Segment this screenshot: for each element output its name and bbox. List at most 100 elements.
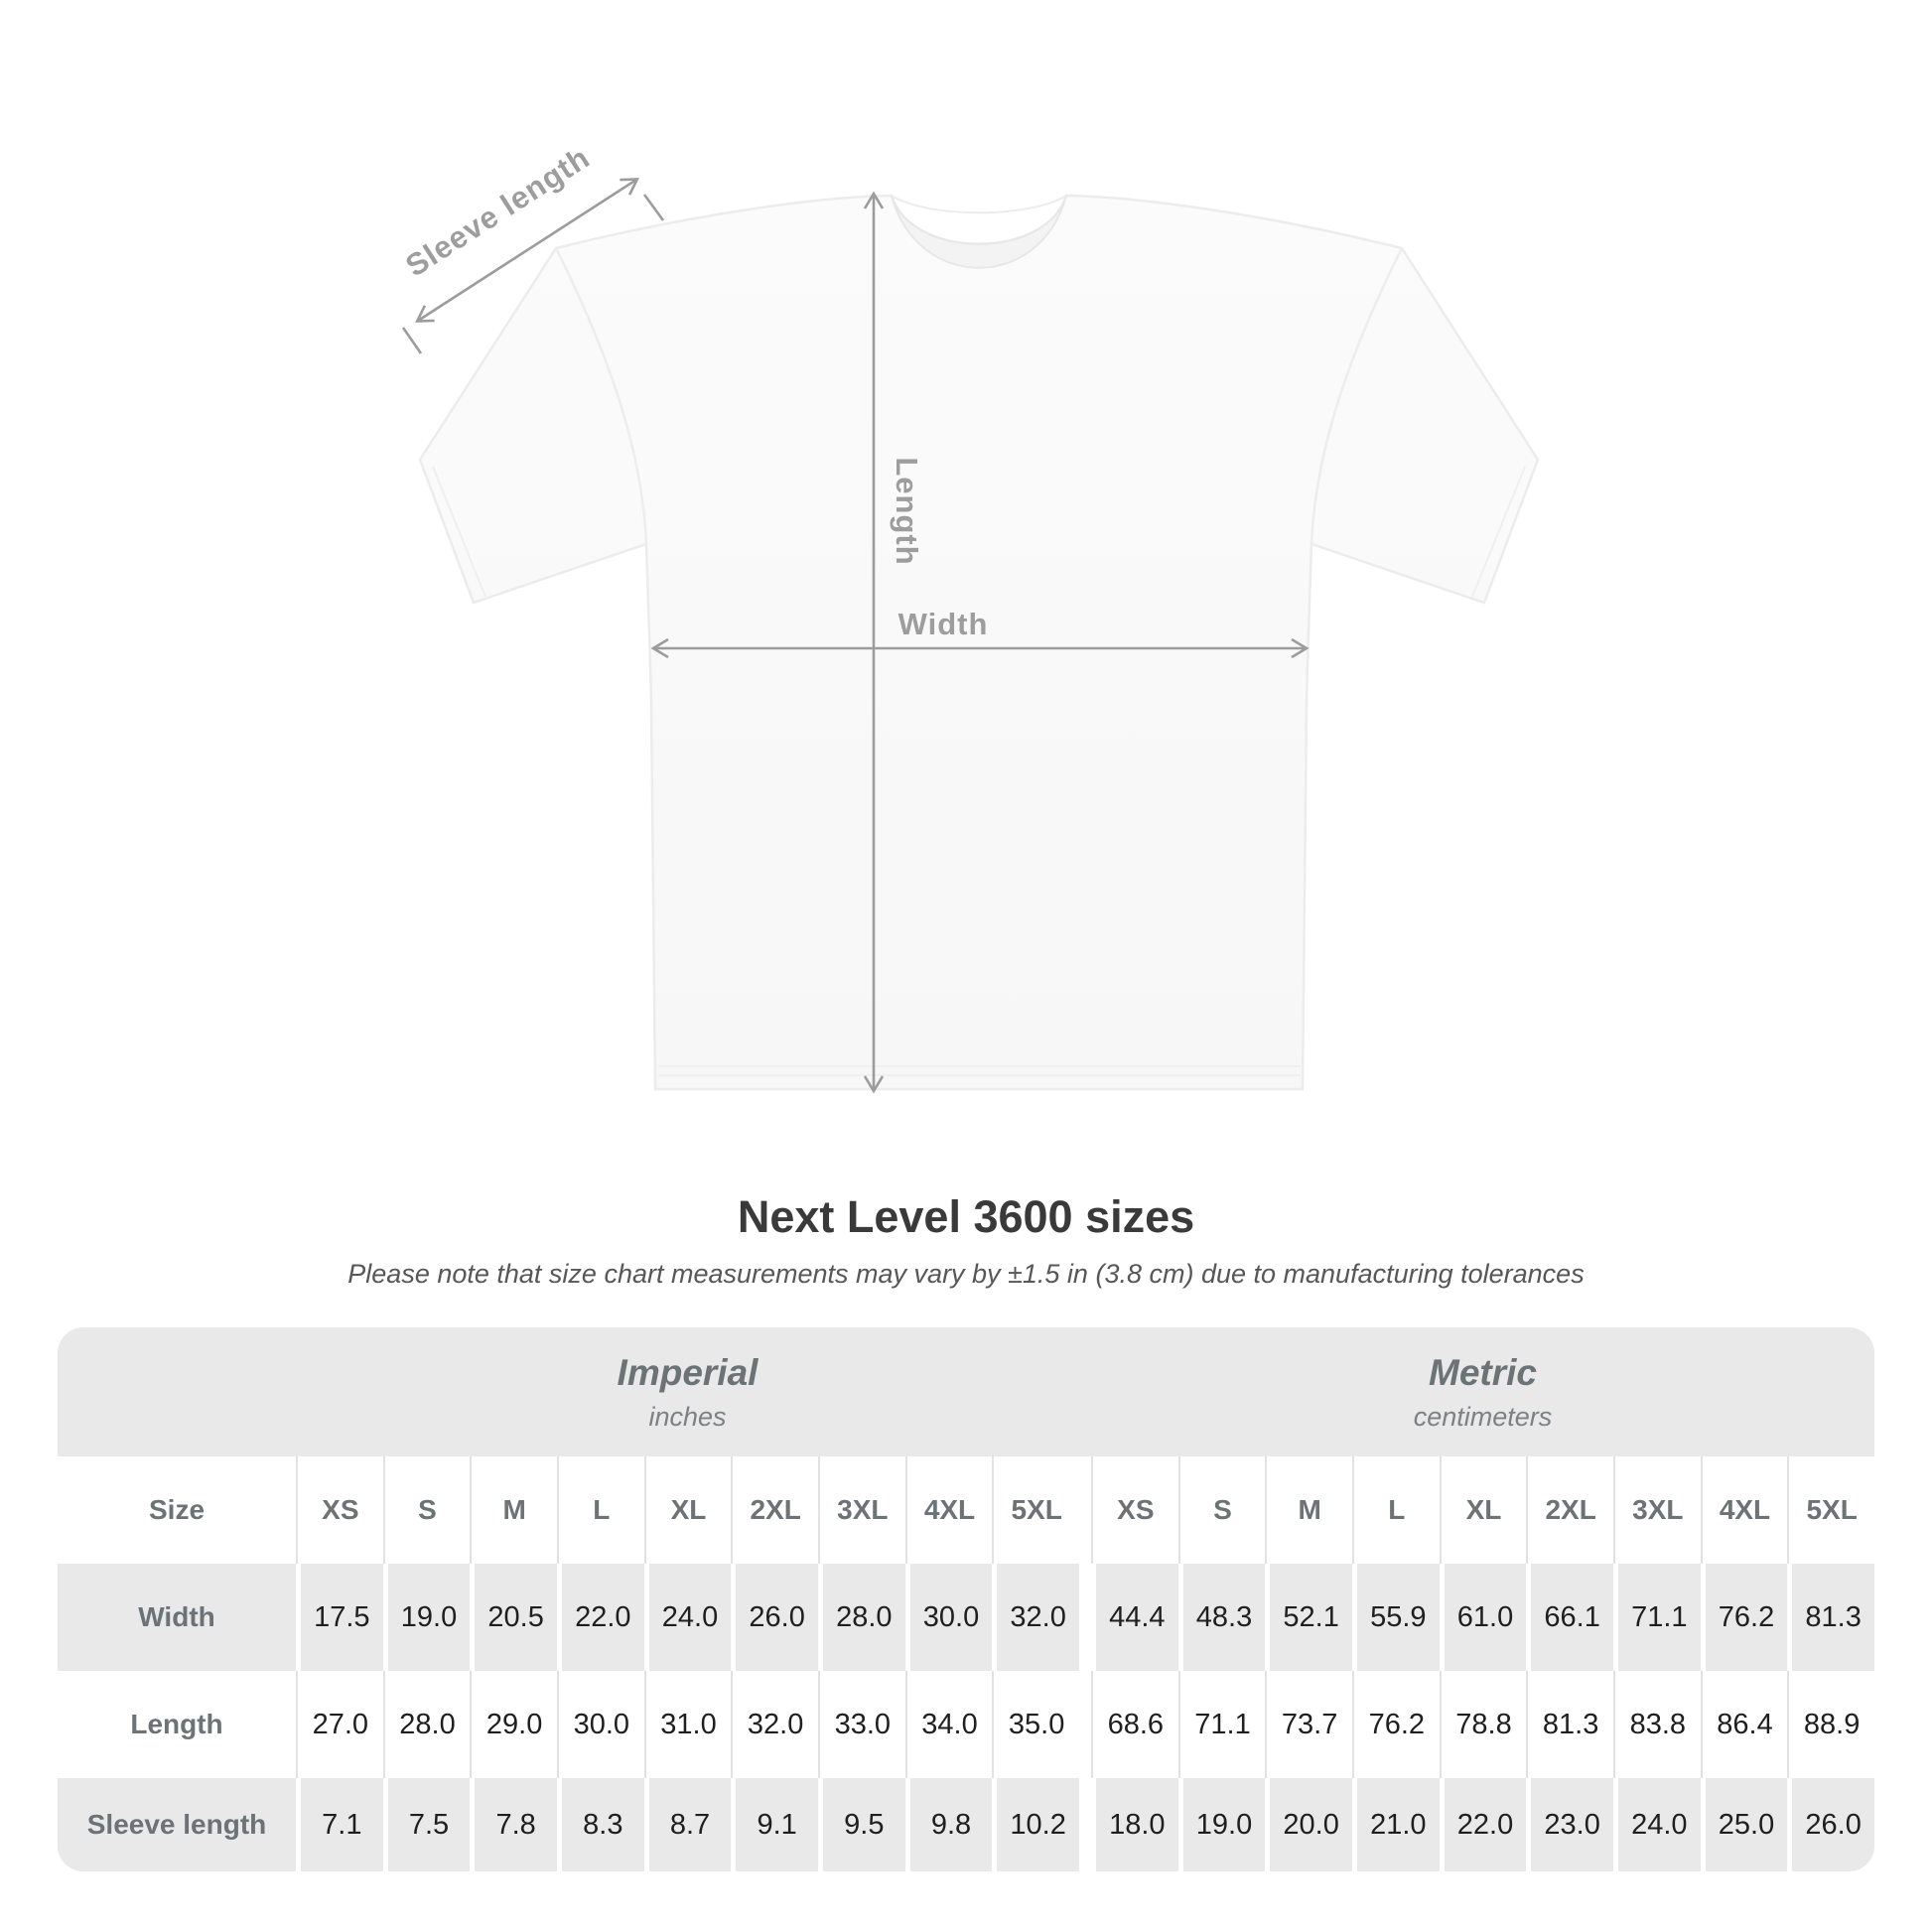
tolerance-note: Please note that size chart measurements… — [347, 1259, 1585, 1289]
table-cell: 5XL — [992, 1456, 1079, 1564]
table-cell: 29.0 — [470, 1671, 557, 1778]
row-label: Sleeve length — [86, 1809, 267, 1840]
table-cell: 61.0 — [1439, 1564, 1527, 1671]
table-cell: 7.5 — [382, 1778, 471, 1871]
table-cell: 8.3 — [556, 1778, 644, 1871]
sleeve-arrow-tick-start — [401, 327, 423, 354]
tshirt-illustration — [418, 194, 1540, 1091]
table-cell: S — [1177, 1456, 1266, 1564]
size-table-card: Imperial inches Metric centimeters Size X… — [58, 1327, 1874, 1871]
width-label: Width — [898, 607, 989, 641]
table-cell: 4XL — [1700, 1456, 1788, 1564]
table-cell: 19.0 — [1177, 1778, 1266, 1871]
table-cell: 76.2 — [1351, 1671, 1440, 1778]
table-cell: 81.3 — [1526, 1671, 1613, 1778]
table-cell: 86.4 — [1700, 1671, 1788, 1778]
table-cell: 20.0 — [1265, 1778, 1352, 1871]
table-cell: 26.0 — [731, 1564, 818, 1671]
table-cell: 81.3 — [1787, 1564, 1874, 1671]
tshirt-measurement-diagram: Sleeve length Length Width — [399, 140, 1540, 1094]
table-cell: 19.0 — [382, 1564, 471, 1671]
sleeve-arrow-tick-end — [642, 194, 665, 221]
imperial-title: Imperial — [617, 1351, 759, 1393]
table-cell: 33.0 — [817, 1671, 905, 1778]
table-cell: 24.0 — [1612, 1778, 1701, 1871]
table-cell: S — [382, 1456, 471, 1564]
table-cell: 18.0 — [1090, 1778, 1178, 1871]
table-cell: 83.8 — [1612, 1671, 1701, 1778]
row-label: Width — [138, 1601, 215, 1632]
table-cell: 71.1 — [1177, 1671, 1266, 1778]
table-cell: 22.0 — [556, 1564, 644, 1671]
table-cell: 7.1 — [296, 1778, 383, 1871]
table-cell: 68.6 — [1090, 1671, 1178, 1778]
table-row-sleeve-length: Sleeve length 7.1 7.5 7.8 8.3 8.7 9.1 9.5 9.8 10.… — [58, 1778, 1874, 1871]
table-cell: 24.0 — [643, 1564, 732, 1671]
table-cell: 34.0 — [904, 1671, 993, 1778]
metric-section-header: Metric centimeters — [1091, 1352, 1874, 1433]
row-label: Length — [130, 1709, 223, 1739]
table-cell: 17.5 — [296, 1564, 383, 1671]
section-divider — [1079, 1671, 1091, 1778]
table-cell: M — [470, 1456, 557, 1564]
imperial-unit: inches — [648, 1401, 727, 1432]
table-cell: 22.0 — [1439, 1778, 1527, 1871]
table-cell: 32.0 — [731, 1671, 818, 1778]
table-cell: L — [1351, 1456, 1440, 1564]
table-cell: 7.8 — [470, 1778, 557, 1871]
table-cell: 3XL — [1612, 1456, 1701, 1564]
table-cell: 10.2 — [992, 1778, 1079, 1871]
sleeve-length-arrow — [415, 178, 639, 323]
table-cell: 35.0 — [992, 1671, 1079, 1778]
table-cell: 2XL — [1526, 1456, 1613, 1564]
table-cell: 28.0 — [817, 1564, 905, 1671]
table-cell: 30.0 — [904, 1564, 993, 1671]
table-cell: 8.7 — [643, 1778, 732, 1871]
table-cell: M — [1265, 1456, 1352, 1564]
table-row-width: Width 17.5 19.0 20.5 22.0 24.0 26.0 28.0 30.0 32.… — [58, 1564, 1874, 1671]
table-cell: 88.9 — [1787, 1671, 1874, 1778]
table-cell: 28.0 — [382, 1671, 471, 1778]
metric-title: Metric — [1429, 1351, 1537, 1393]
table-cell: 44.4 — [1090, 1564, 1178, 1671]
table-cell: 55.9 — [1351, 1564, 1440, 1671]
imperial-section-header: Imperial inches — [296, 1352, 1079, 1433]
table-cell: 9.5 — [817, 1778, 905, 1871]
table-cell: XL — [643, 1456, 732, 1564]
table-cell: 66.1 — [1526, 1564, 1613, 1671]
table-cell: 78.8 — [1439, 1671, 1527, 1778]
table-cell: XS — [1090, 1456, 1178, 1564]
table-cell: 9.8 — [904, 1778, 993, 1871]
table-row-length: Length 27.0 28.0 29.0 30.0 31.0 32.0 33.0 34.0 35… — [58, 1671, 1874, 1778]
table-cell: 31.0 — [643, 1671, 732, 1778]
table-cell: 71.1 — [1612, 1564, 1701, 1671]
section-divider — [1078, 1564, 1091, 1671]
table-cell: 76.2 — [1700, 1564, 1788, 1671]
page-title: Next Level 3600 sizes — [737, 1191, 1195, 1242]
section-divider — [1079, 1456, 1091, 1564]
row-label: Size — [148, 1494, 206, 1525]
metric-unit: centimeters — [1413, 1401, 1553, 1432]
table-cell: 27.0 — [296, 1671, 383, 1778]
table-cell: 73.7 — [1265, 1671, 1352, 1778]
table-cell: 52.1 — [1265, 1564, 1352, 1671]
table-cell: 48.3 — [1177, 1564, 1266, 1671]
table-cell: 25.0 — [1700, 1778, 1788, 1871]
table-cell: L — [556, 1456, 644, 1564]
length-label: Length — [890, 457, 924, 565]
table-header-row: Size XS S M L XL 2XL 3XL 4XL 5XL XS S M L XL 2XL 3XL 4XL 5… — [58, 1456, 1874, 1564]
units-band: Imperial inches Metric centimeters — [58, 1327, 1874, 1456]
table-cell: 4XL — [904, 1456, 993, 1564]
table-cell: 21.0 — [1351, 1778, 1440, 1871]
table-cell: 9.1 — [731, 1778, 818, 1871]
table-cell: XL — [1439, 1456, 1527, 1564]
section-divider — [1078, 1778, 1091, 1871]
table-cell: 3XL — [817, 1456, 905, 1564]
table-cell: XS — [296, 1456, 383, 1564]
table-cell: 26.0 — [1787, 1778, 1874, 1871]
table-cell: 30.0 — [556, 1671, 644, 1778]
table-cell: 5XL — [1787, 1456, 1874, 1564]
table-cell: 32.0 — [992, 1564, 1079, 1671]
table-cell: 23.0 — [1526, 1778, 1613, 1871]
